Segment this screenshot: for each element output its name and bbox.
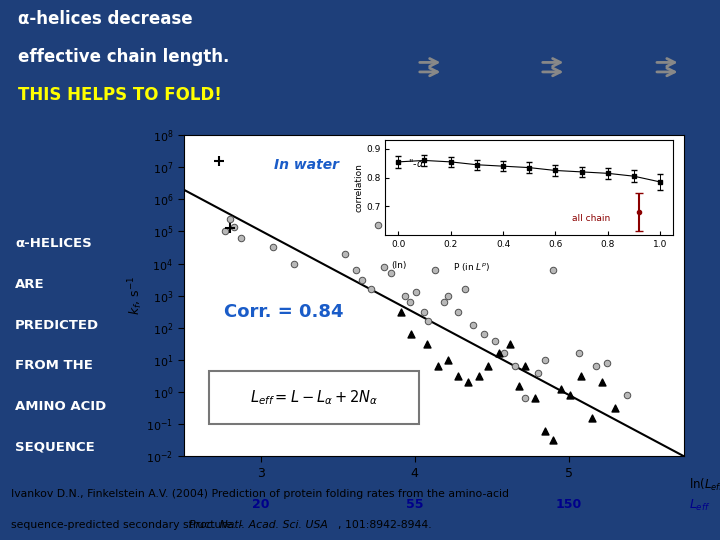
Point: [609, 404, 621, 413]
Point: [532, 368, 544, 377]
Point: [235, 233, 246, 242]
Point: [478, 330, 490, 339]
Point: [452, 307, 464, 316]
Point: [220, 227, 231, 235]
Text: Corr. = 0.84: Corr. = 0.84: [224, 302, 343, 321]
Point: [421, 340, 433, 348]
Point: [340, 249, 351, 258]
Point: [540, 426, 552, 435]
Point: [597, 378, 608, 387]
Text: $L_{eff}$: $L_{eff}$: [689, 498, 711, 513]
Point: [423, 317, 434, 326]
Text: 20: 20: [252, 498, 269, 511]
Point: [547, 436, 559, 444]
Point: [229, 222, 240, 231]
Point: [429, 266, 441, 274]
Point: [405, 330, 417, 339]
Point: [372, 221, 383, 230]
Point: [564, 391, 576, 400]
Text: Ivankov D.N., Finkelstein A.V. (2004) Prediction of protein folding rates from t: Ivankov D.N., Finkelstein A.V. (2004) Pr…: [11, 489, 509, 499]
Text: SEQUENCE: SEQUENCE: [15, 441, 95, 454]
Point: [459, 285, 471, 294]
Point: [393, 221, 405, 230]
Point: [267, 243, 279, 252]
Point: [513, 381, 525, 390]
Point: [520, 394, 531, 403]
Point: [463, 378, 474, 387]
Point: [378, 262, 390, 271]
Point: [432, 362, 444, 370]
Y-axis label: correlation: correlation: [354, 163, 363, 212]
Point: [489, 336, 500, 345]
Point: [493, 349, 505, 358]
Point: [356, 275, 368, 284]
Text: P (in $L^p$): P (in $L^p$): [453, 261, 490, 273]
Y-axis label: $k_f$, s$^{-1}$: $k_f$, s$^{-1}$: [126, 276, 145, 315]
Text: AMINO ACID: AMINO ACID: [15, 400, 107, 413]
Point: [404, 298, 415, 306]
Text: effective chain length.: effective chain length.: [18, 48, 230, 66]
Text: In water: In water: [274, 158, 338, 172]
Point: [452, 372, 464, 380]
Point: [410, 288, 422, 297]
Point: [443, 291, 454, 300]
FancyBboxPatch shape: [209, 371, 419, 424]
Text: α-helices decrease: α-helices decrease: [18, 10, 193, 28]
Point: [621, 391, 633, 400]
Point: [555, 384, 567, 393]
Point: [509, 362, 521, 370]
Point: [574, 349, 585, 358]
Point: [418, 307, 430, 316]
Point: [289, 259, 300, 268]
Point: [351, 266, 362, 274]
Text: Proc. Natl. Acad. Sci. USA: Proc. Natl. Acad. Sci. USA: [189, 520, 328, 530]
Point: [443, 355, 454, 364]
Point: [504, 340, 516, 348]
Point: [540, 355, 552, 364]
Point: [482, 362, 494, 370]
Text: PREDICTED: PREDICTED: [15, 319, 99, 332]
Text: α-HELICES: α-HELICES: [15, 238, 92, 251]
Point: [601, 359, 613, 367]
Point: [520, 362, 531, 370]
Point: [395, 307, 407, 316]
Point: [366, 285, 377, 294]
Point: [438, 298, 449, 306]
Text: FROM THE: FROM THE: [15, 360, 93, 373]
Text: 150: 150: [555, 498, 582, 511]
Text: THIS HELPS TO FOLD!: THIS HELPS TO FOLD!: [18, 86, 222, 104]
Text: ARE: ARE: [15, 278, 45, 291]
Text: $L_{eff} = L - L_{\alpha} + 2N_{\alpha}$: $L_{eff} = L - L_{\alpha} + 2N_{\alpha}$: [250, 388, 378, 407]
Point: [474, 372, 485, 380]
Point: [590, 362, 602, 370]
Point: [575, 372, 587, 380]
Point: [224, 214, 235, 223]
Point: [547, 266, 559, 274]
Text: 55: 55: [406, 498, 423, 511]
Point: [586, 414, 598, 422]
Text: , 101:8942-8944.: , 101:8942-8944.: [338, 520, 432, 530]
Text: (ln): (ln): [391, 261, 406, 271]
Text: all chain: all chain: [572, 214, 611, 222]
Point: [467, 320, 479, 329]
Text: "-$\alpha$": "-$\alpha$": [408, 157, 428, 169]
Text: $\ln(L_{eff})$: $\ln(L_{eff})$: [689, 477, 720, 493]
Point: [400, 291, 411, 300]
Point: [386, 269, 397, 278]
Point: [529, 394, 541, 403]
Point: [498, 349, 510, 358]
Text: sequence-predicted secondary structure. -: sequence-predicted secondary structure. …: [11, 520, 246, 530]
